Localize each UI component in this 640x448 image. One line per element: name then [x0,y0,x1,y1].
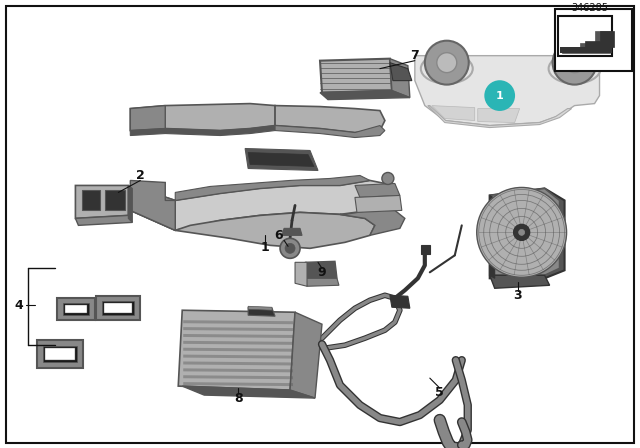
Polygon shape [58,298,95,320]
Polygon shape [175,212,375,248]
Circle shape [425,41,468,85]
Polygon shape [282,228,302,235]
Polygon shape [183,348,293,352]
Polygon shape [248,152,314,167]
Polygon shape [76,215,132,225]
Polygon shape [390,295,410,308]
Text: 1: 1 [260,241,269,254]
Polygon shape [275,125,385,138]
Polygon shape [305,261,337,280]
Polygon shape [320,90,410,99]
Bar [555,9,632,71]
Polygon shape [557,16,611,56]
Polygon shape [477,108,520,123]
Polygon shape [131,181,395,230]
Circle shape [514,224,530,241]
Circle shape [280,238,300,258]
Text: 4: 4 [14,299,23,312]
Polygon shape [490,275,550,288]
Polygon shape [45,348,76,360]
Polygon shape [131,185,175,230]
Polygon shape [390,63,412,81]
Polygon shape [490,195,495,278]
Polygon shape [415,56,600,125]
Polygon shape [390,59,410,98]
Polygon shape [183,320,293,324]
Polygon shape [106,190,125,211]
Polygon shape [83,190,100,211]
Circle shape [518,229,525,235]
Polygon shape [183,341,293,345]
Polygon shape [432,106,475,121]
Polygon shape [131,106,165,130]
Polygon shape [65,305,88,313]
Polygon shape [561,31,614,47]
Polygon shape [175,176,370,200]
Polygon shape [179,310,295,390]
Polygon shape [490,189,559,275]
Polygon shape [38,340,83,368]
Circle shape [382,172,394,185]
Polygon shape [183,368,293,372]
Polygon shape [490,189,564,278]
Polygon shape [428,106,572,128]
Circle shape [552,41,596,85]
Text: 346285: 346285 [571,3,608,13]
Polygon shape [355,183,400,198]
Text: 6: 6 [274,229,282,242]
Polygon shape [182,386,315,398]
Polygon shape [295,263,307,286]
Polygon shape [183,382,293,386]
Polygon shape [44,346,77,362]
Ellipse shape [477,187,566,277]
Polygon shape [131,125,275,136]
Circle shape [437,53,457,73]
Polygon shape [131,103,275,130]
Text: 5: 5 [435,386,444,399]
Text: 3: 3 [513,289,522,302]
Polygon shape [320,59,392,93]
Text: 1: 1 [496,90,504,101]
Polygon shape [421,246,430,254]
Circle shape [486,82,514,110]
Polygon shape [248,306,272,310]
Polygon shape [290,312,322,398]
Polygon shape [129,185,132,222]
Polygon shape [305,278,339,286]
Polygon shape [340,211,405,235]
Polygon shape [183,362,293,366]
Text: 2: 2 [136,169,145,182]
Polygon shape [183,355,293,358]
Text: 9: 9 [317,266,326,279]
Polygon shape [183,327,293,331]
Bar [559,47,611,53]
Polygon shape [97,296,140,320]
Text: 7: 7 [410,49,419,62]
Polygon shape [245,148,318,171]
Circle shape [285,243,295,253]
Polygon shape [76,185,129,218]
Polygon shape [561,31,609,53]
Polygon shape [131,181,175,230]
Polygon shape [275,106,385,133]
Polygon shape [104,303,132,313]
Polygon shape [183,334,293,338]
Polygon shape [102,301,134,315]
Polygon shape [355,195,402,212]
Polygon shape [63,303,90,315]
Circle shape [564,53,584,73]
Text: 8: 8 [234,392,243,405]
Polygon shape [183,375,293,379]
Polygon shape [248,307,275,316]
